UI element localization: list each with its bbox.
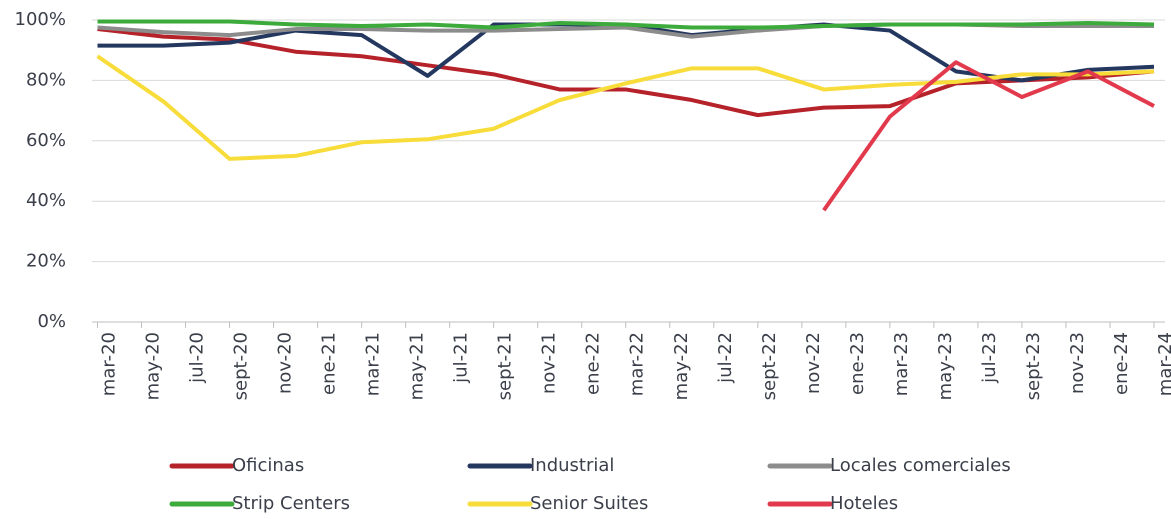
x-tick-label: jul-20 bbox=[187, 332, 208, 384]
legend-label: Oficinas bbox=[232, 455, 304, 476]
x-tick-label: may-23 bbox=[935, 332, 956, 400]
x-tick-label: sept-23 bbox=[1023, 332, 1044, 400]
y-tick-label: 0% bbox=[37, 311, 66, 332]
y-tick-label: 100% bbox=[15, 9, 66, 30]
legend-label: Senior Suites bbox=[530, 493, 648, 514]
legend-label: Locales comerciales bbox=[830, 455, 1011, 476]
x-tick-label: may-20 bbox=[143, 332, 164, 400]
series-line bbox=[96, 54, 1155, 161]
x-tick-label: may-22 bbox=[671, 332, 692, 400]
series-line bbox=[822, 60, 1155, 212]
x-tick-label: sept-22 bbox=[759, 332, 780, 400]
x-tick-label: jul-21 bbox=[451, 332, 472, 384]
x-tick-label: ene-22 bbox=[583, 332, 604, 395]
y-tick-label: 60% bbox=[26, 130, 66, 151]
legend-label: Strip Centers bbox=[232, 493, 350, 514]
x-tick-label: may-21 bbox=[407, 332, 428, 400]
legend-label: Hoteles bbox=[830, 493, 898, 514]
x-tick-label: jul-23 bbox=[979, 332, 1000, 384]
x-tick-label: nov-22 bbox=[803, 332, 824, 394]
x-tick-label: nov-21 bbox=[539, 332, 560, 394]
x-tick-label: nov-23 bbox=[1067, 332, 1088, 394]
x-tick-label: mar-24 bbox=[1155, 332, 1171, 396]
x-tick-label: mar-20 bbox=[99, 332, 120, 396]
x-tick-label: sept-21 bbox=[495, 332, 516, 400]
x-tick-label: ene-23 bbox=[847, 332, 868, 395]
y-tick-label: 80% bbox=[26, 69, 66, 90]
series-line bbox=[97, 19, 1155, 30]
y-tick-label: 20% bbox=[26, 251, 66, 272]
x-tick-label: ene-24 bbox=[1111, 332, 1132, 395]
x-tick-label: jul-22 bbox=[715, 332, 736, 384]
legend-label: Industrial bbox=[530, 455, 614, 476]
series-line bbox=[97, 27, 1155, 118]
x-tick-label: mar-22 bbox=[627, 332, 648, 396]
x-tick-label: sept-20 bbox=[231, 332, 252, 400]
x-tick-label: ene-21 bbox=[319, 332, 340, 395]
x-tick-label: mar-21 bbox=[363, 332, 384, 396]
x-tick-label: mar-23 bbox=[891, 332, 912, 396]
x-tick-label: nov-20 bbox=[275, 332, 296, 394]
y-tick-label: 40% bbox=[26, 190, 66, 211]
